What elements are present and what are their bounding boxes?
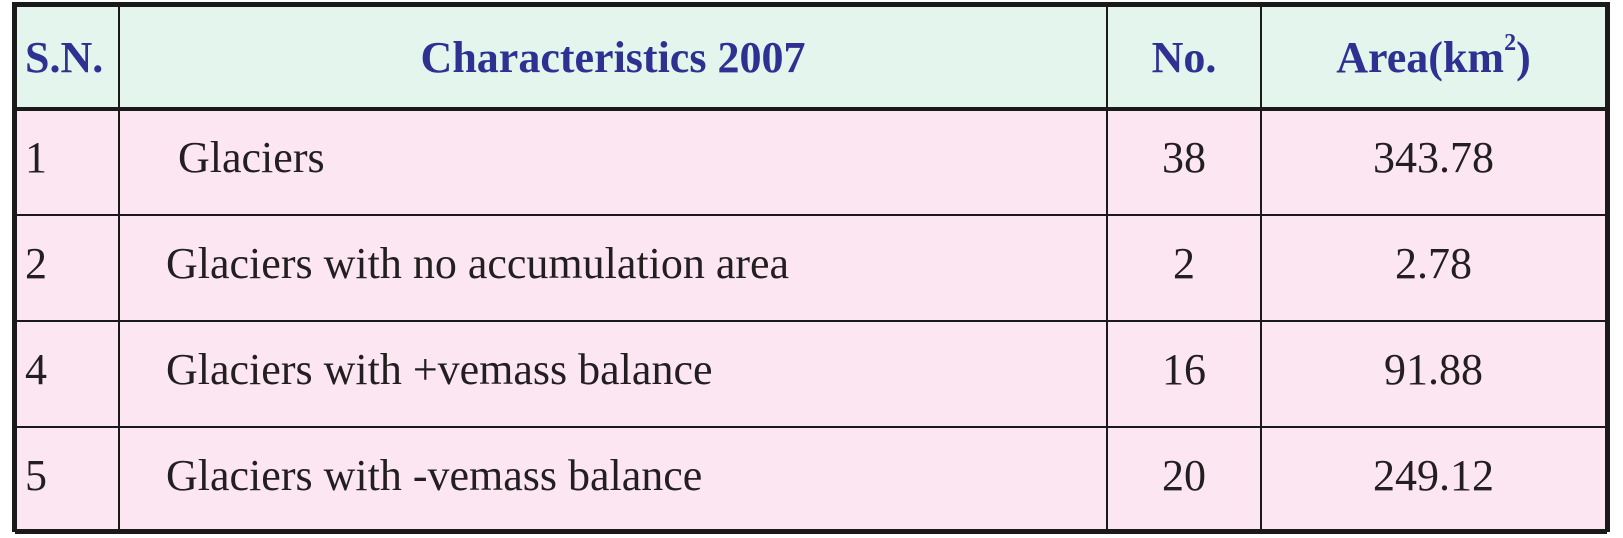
table-row: 5 Glaciers with -vemass balance 20 249.1… [15,426,1607,534]
cell-no: 2 [1106,214,1262,322]
header-area-superscript: 2 [1504,29,1517,56]
cell-characteristics: Glaciers with -vemass balance [118,426,1108,534]
cell-sn: 2 [15,214,120,322]
cell-characteristics: Glaciers with +vemass balance [118,320,1108,428]
cell-characteristics: Glaciers with no accumulation area [118,214,1108,322]
cell-area: 91.88 [1260,320,1607,428]
header-area: Area(km2) [1260,5,1607,111]
header-row: S.N. Characteristics 2007 No. Area(km2) [15,5,1607,111]
data-table: S.N. Characteristics 2007 No. Area(km2) … [15,5,1607,534]
header-no: No. [1106,5,1262,111]
table-row: 1 Glaciers 38 343.78 [15,108,1607,216]
header-characteristics: Characteristics 2007 [118,5,1108,111]
table-row: 2 Glaciers with no accumulation area 2 2… [15,214,1607,322]
cell-area: 343.78 [1260,108,1607,216]
header-sn: S.N. [15,5,120,111]
header-area-label: Area(km [1336,32,1505,82]
cell-area: 2.78 [1260,214,1607,322]
cell-sn: 1 [15,108,120,216]
glacier-characteristics-table: S.N. Characteristics 2007 No. Area(km2) … [12,2,1610,534]
cell-no: 20 [1106,426,1262,534]
header-area-close: ) [1516,32,1531,82]
cell-area: 249.12 [1260,426,1607,534]
cell-no: 38 [1106,108,1262,216]
table-row: 4 Glaciers with +vemass balance 16 91.88 [15,320,1607,428]
cell-sn: 5 [15,426,120,534]
cell-characteristics: Glaciers [118,108,1108,216]
cell-sn: 4 [15,320,120,428]
cell-no: 16 [1106,320,1262,428]
